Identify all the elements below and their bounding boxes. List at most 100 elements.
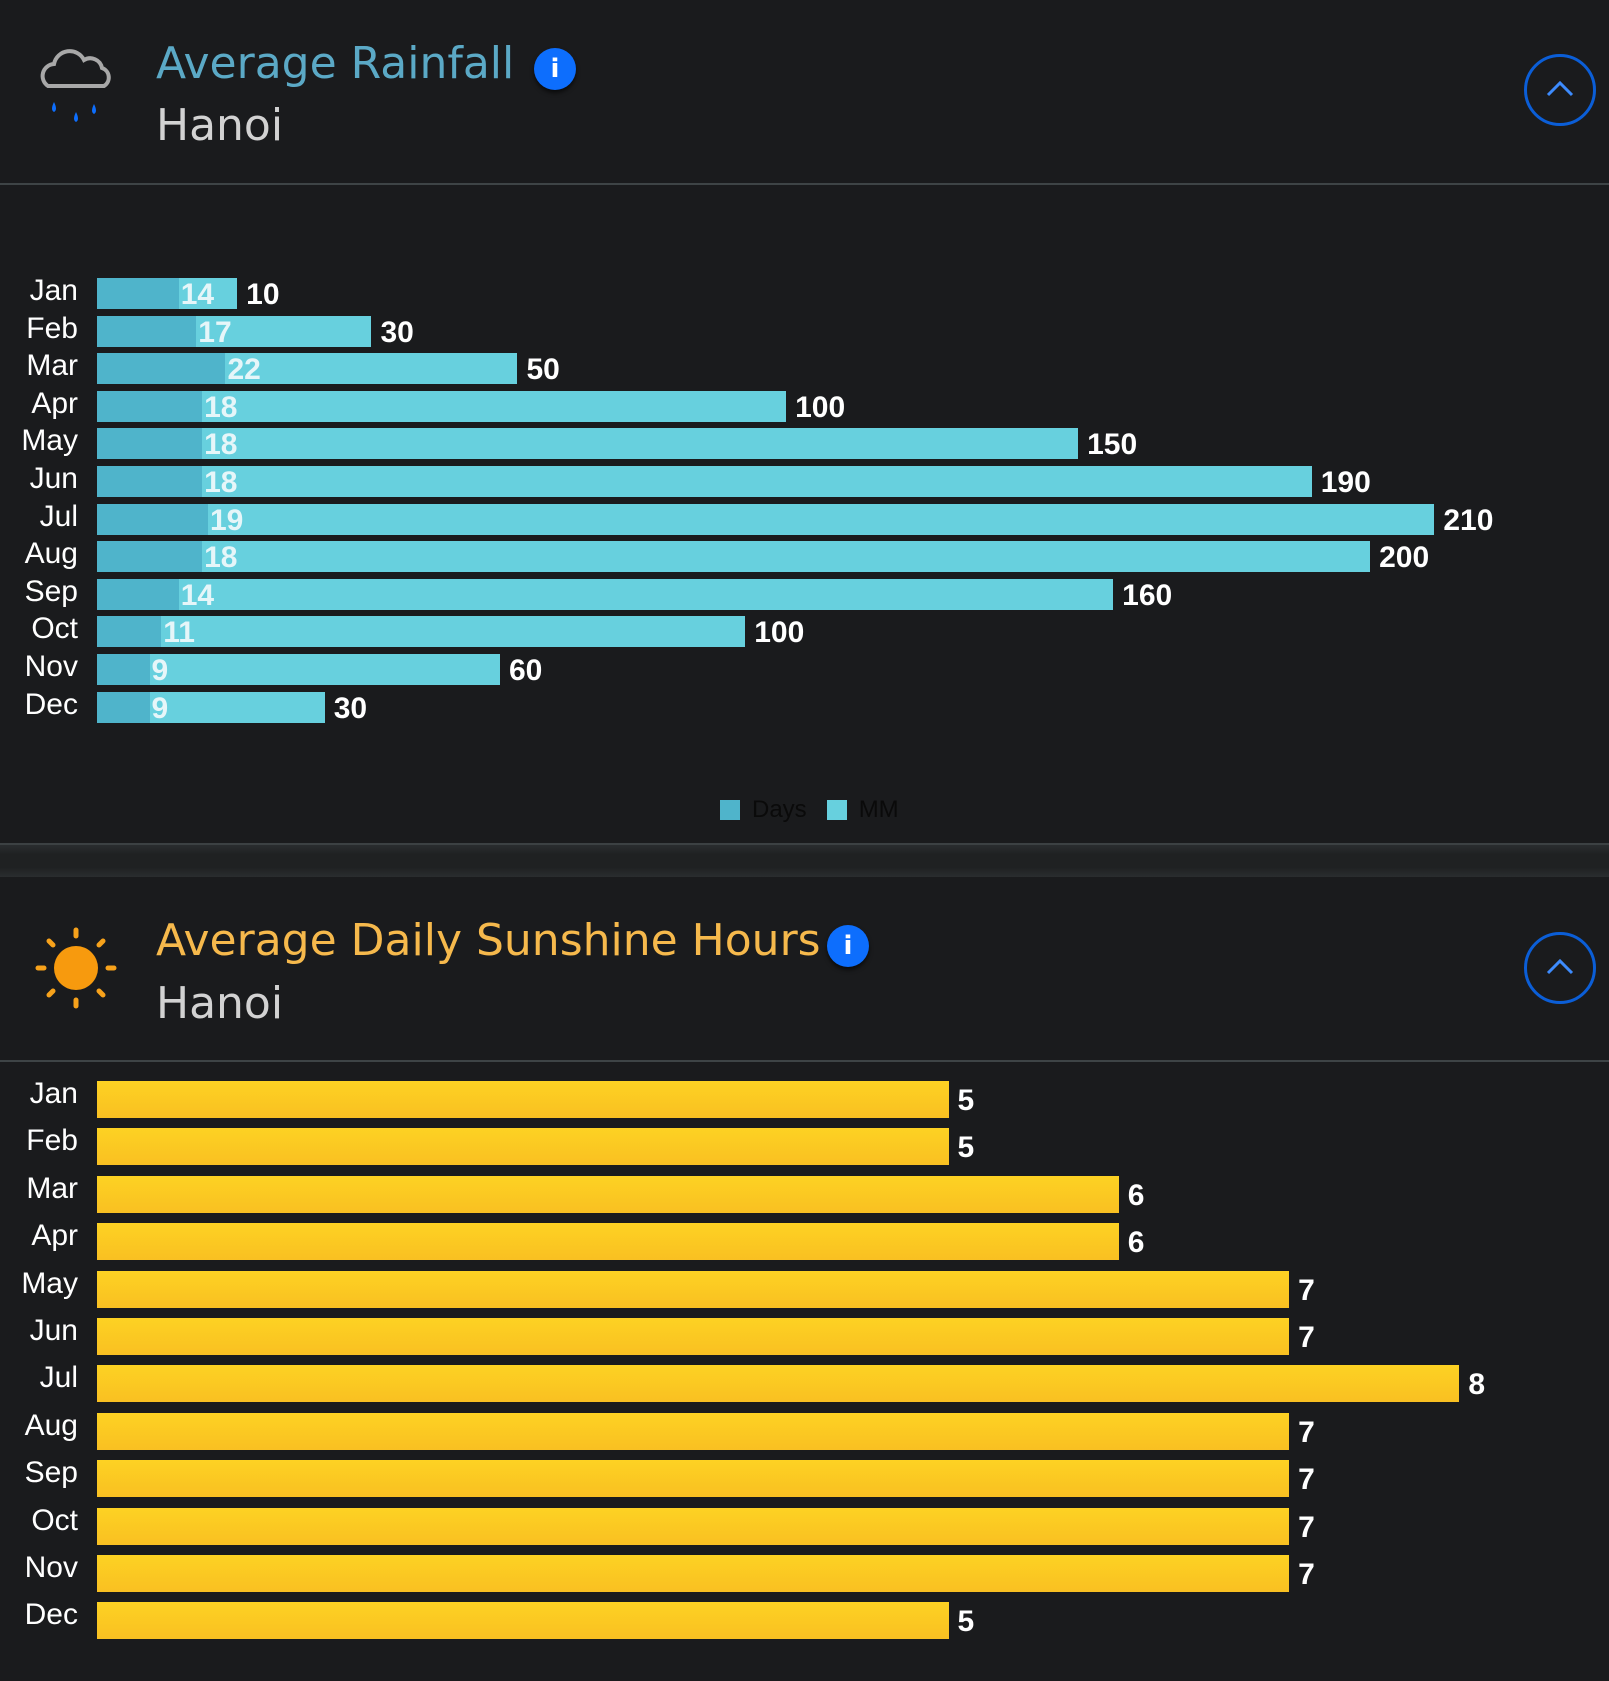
data-label-mm: 30 — [333, 691, 368, 725]
data-label-mm: 30 — [380, 315, 414, 349]
bar-days — [97, 315, 197, 347]
bar-days — [97, 578, 179, 610]
legend-swatch-mm — [826, 800, 847, 820]
data-label-days: 18 — [204, 428, 238, 462]
bar-sunshine — [97, 1555, 1290, 1592]
bar-mm — [178, 278, 238, 309]
bar-days — [97, 390, 203, 422]
bar-mm — [207, 503, 1435, 535]
sunshine-location: Hanoi — [156, 978, 284, 1029]
month-label: May — [21, 1266, 78, 1300]
sunshine-collapse-button[interactable] — [1524, 932, 1596, 1004]
month-label: Dec — [24, 1598, 78, 1632]
month-label: Oct — [31, 612, 78, 646]
rain-cloud-icon — [34, 46, 118, 135]
data-label-mm: 10 — [246, 278, 280, 311]
rainfall-collapse-button[interactable] — [1524, 54, 1596, 126]
rainfall-location: Hanoi — [156, 100, 284, 151]
data-label-sunshine: 7 — [1298, 1510, 1315, 1544]
legend-swatch-days — [720, 800, 740, 820]
bar-sunshine — [97, 1270, 1290, 1308]
data-label-days: 9 — [151, 691, 169, 725]
month-label: May — [21, 424, 78, 458]
bar-days — [97, 428, 203, 460]
bar-sunshine — [97, 1412, 1290, 1450]
bar-mm — [161, 616, 746, 648]
data-label-sunshine: 6 — [1127, 1226, 1145, 1260]
legend-label-mm[interactable]: MM — [858, 796, 899, 823]
month-label: Apr — [31, 386, 78, 420]
data-label-days: 17 — [198, 315, 232, 349]
data-label-sunshine: 7 — [1298, 1415, 1315, 1449]
month-label: Sep — [24, 1456, 78, 1490]
bar-mm — [202, 428, 1079, 460]
bar-days — [97, 691, 150, 723]
bar-sunshine — [97, 1318, 1290, 1355]
bar-mm — [202, 390, 787, 422]
month-label: Aug — [24, 1408, 78, 1442]
month-label: Jul — [39, 499, 78, 533]
chevron-up-icon — [1546, 958, 1574, 975]
month-label: Jan — [29, 274, 78, 307]
sunshine-divider — [0, 1060, 1609, 1062]
bar-mm — [202, 466, 1312, 497]
data-label-days: 14 — [180, 278, 215, 311]
bar-sunshine — [97, 1602, 949, 1640]
month-label: Jun — [29, 462, 78, 495]
sunshine-title: Average Daily Sunshine Hours — [156, 915, 821, 966]
bar-days — [97, 353, 226, 385]
data-label-sunshine: 7 — [1298, 1273, 1315, 1307]
month-label: Apr — [31, 1219, 78, 1253]
sunshine-info-button[interactable]: i — [827, 925, 869, 967]
bar-mm — [202, 541, 1371, 573]
bar-sunshine — [97, 1507, 1290, 1545]
bar-sunshine — [97, 1223, 1119, 1261]
legend-label-days[interactable]: Days — [752, 796, 807, 823]
data-label-mm: 160 — [1122, 578, 1173, 612]
data-label-mm: 210 — [1443, 503, 1494, 537]
data-label-sunshine: 5 — [957, 1605, 975, 1639]
month-label: Jan — [29, 1077, 78, 1110]
rainfall-divider — [0, 183, 1609, 185]
month-label: Dec — [24, 687, 78, 721]
data-label-sunshine: 7 — [1298, 1321, 1315, 1354]
bar-days — [97, 541, 203, 573]
data-label-mm: 50 — [526, 353, 560, 387]
bar-days — [97, 278, 179, 309]
bar-mm — [225, 353, 518, 385]
data-label-mm: 190 — [1320, 466, 1371, 499]
rainfall-legend: Days MM — [720, 796, 899, 824]
month-label: Jul — [39, 1361, 78, 1395]
sun-icon — [34, 926, 118, 1015]
bar-days — [97, 616, 162, 648]
data-label-mm: 150 — [1087, 428, 1138, 462]
data-label-mm: 100 — [795, 390, 846, 424]
month-label: Mar — [26, 349, 78, 383]
month-label: Oct — [31, 1503, 78, 1537]
bar-sunshine — [97, 1460, 1290, 1498]
data-label-days: 18 — [204, 390, 238, 424]
bar-days — [97, 654, 150, 685]
data-label-days: 22 — [227, 353, 261, 387]
data-label-mm: 60 — [508, 654, 543, 687]
month-label: Sep — [24, 574, 78, 608]
data-label-sunshine: 7 — [1298, 1558, 1315, 1591]
chevron-up-icon — [1546, 80, 1574, 97]
month-label: Nov — [24, 1551, 78, 1584]
section-separator — [0, 843, 1609, 877]
bar-sunshine — [97, 1128, 949, 1166]
rainfall-title: Average Rainfall — [156, 38, 515, 89]
rainfall-info-button[interactable]: i — [534, 48, 576, 90]
data-label-days: 11 — [163, 616, 195, 650]
month-label: Nov — [24, 650, 78, 683]
bar-mm — [149, 691, 325, 723]
data-label-days: 18 — [204, 541, 238, 575]
bar-mm — [196, 315, 372, 347]
data-label-sunshine: 6 — [1127, 1178, 1145, 1212]
month-label: Jun — [29, 1314, 78, 1347]
data-label-days: 18 — [204, 466, 238, 499]
data-label-mm: 200 — [1379, 541, 1430, 575]
bar-days — [97, 466, 203, 497]
data-label-mm: 100 — [754, 616, 805, 650]
bar-sunshine — [97, 1365, 1460, 1403]
